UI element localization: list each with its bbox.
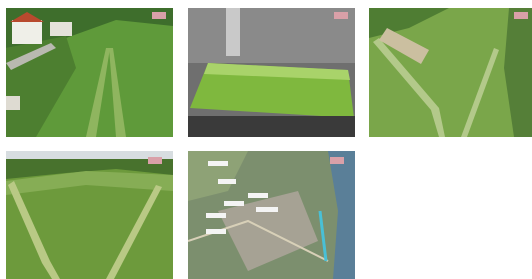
house (12, 20, 42, 44)
map-label (206, 229, 226, 234)
photo-thumbnail[interactable] (369, 8, 532, 137)
field (188, 8, 355, 63)
map-label (218, 179, 236, 184)
photo-thumbnail[interactable] (6, 8, 173, 137)
map-label (224, 201, 244, 206)
gallery (0, 0, 532, 279)
rows (226, 8, 240, 56)
trees (188, 116, 355, 137)
photo-thumbnail[interactable] (6, 151, 173, 279)
sky (6, 151, 173, 159)
map-label (208, 161, 228, 166)
house (6, 96, 20, 110)
map-thumbnail[interactable] (188, 151, 355, 279)
house (50, 22, 72, 36)
watermark (330, 157, 344, 164)
photo-thumbnail[interactable] (188, 8, 355, 137)
watermark (334, 12, 348, 19)
watermark (152, 12, 166, 19)
map-label (248, 193, 268, 198)
map-label (206, 213, 226, 218)
map-label (256, 207, 278, 212)
watermark (514, 12, 528, 19)
watermark (148, 157, 162, 164)
